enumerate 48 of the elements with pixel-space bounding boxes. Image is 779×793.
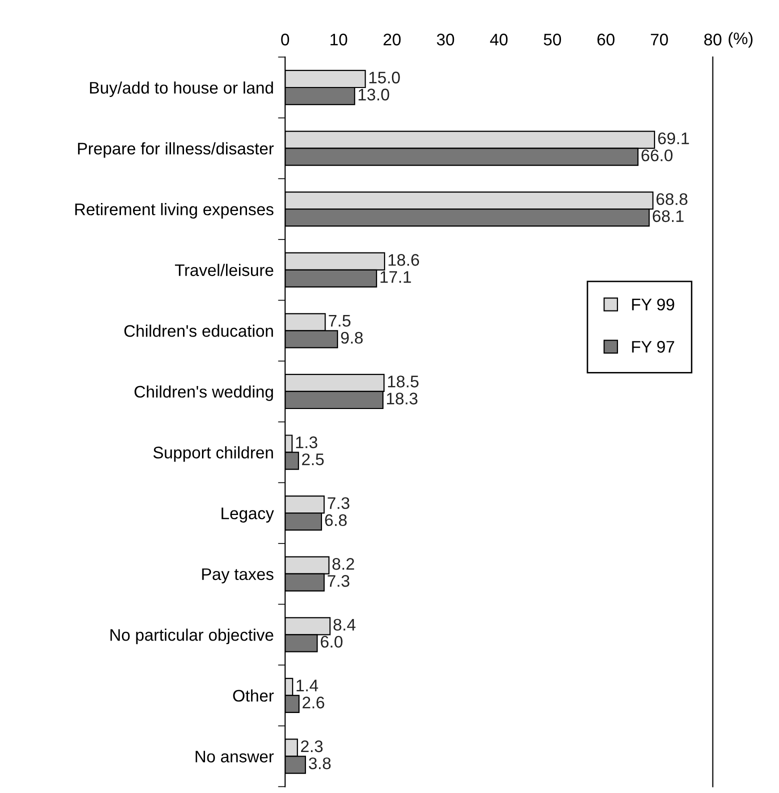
data-label: 18.5 — [388, 376, 419, 388]
legend-label: FY 97 — [632, 340, 674, 353]
x-tick-label: 20 — [384, 34, 401, 46]
data-label: 13.0 — [358, 88, 390, 100]
data-label: 3.8 — [308, 757, 331, 770]
data-label: 18.3 — [386, 392, 418, 404]
data-label: 7.3 — [328, 497, 350, 510]
data-label: 15.0 — [369, 72, 400, 84]
y-tick-label: Travel/leisure — [174, 264, 274, 276]
legend-label: FY 99 — [632, 298, 674, 310]
y-tick-label: Support children — [153, 446, 273, 462]
data-label: 68.8 — [656, 193, 688, 206]
y-tick-label: Buy/add to house or land — [90, 81, 273, 97]
x-tick-label: 0 — [281, 34, 290, 46]
data-label: 7.5 — [328, 315, 350, 327]
data-label: 8.2 — [332, 558, 354, 570]
data-label: 6.0 — [320, 636, 342, 648]
x-axis-title: (%) — [728, 32, 753, 48]
y-tick-label: Legacy — [222, 508, 274, 523]
data-label: 68.1 — [652, 210, 684, 222]
x-tick-label: 50 — [544, 34, 562, 46]
y-tick-label: Other — [233, 689, 274, 702]
y-tick-label: Children's wedding — [134, 385, 273, 401]
data-label: 2.3 — [301, 740, 323, 752]
data-label: 2.5 — [302, 453, 324, 466]
x-tick-label: 60 — [597, 34, 614, 46]
y-tick-label: Children's education — [124, 324, 273, 337]
data-label: 1.3 — [296, 436, 318, 448]
x-tick-label: 70 — [650, 34, 668, 46]
x-tick-label: 80 — [704, 34, 722, 46]
data-label: 69.1 — [658, 132, 689, 144]
y-tick-label: Prepare for illness/disaster — [78, 142, 274, 158]
x-tick-label: 30 — [436, 34, 454, 46]
data-label: 2.6 — [302, 696, 324, 708]
data-label: 8.4 — [334, 618, 356, 631]
x-tick-label: 40 — [490, 34, 508, 46]
data-label: 7.3 — [328, 575, 350, 587]
data-label: 1.4 — [296, 680, 318, 692]
y-tick-label: No particular objective — [110, 628, 274, 644]
data-label: 9.8 — [341, 332, 363, 344]
y-tick-label: Retirement living expenses — [75, 203, 274, 219]
data-label: 6.8 — [325, 514, 347, 526]
y-tick-label: No answer — [196, 750, 274, 762]
data-label: 66.0 — [642, 149, 673, 162]
x-tick-label: 10 — [330, 34, 348, 46]
data-label: 17.1 — [380, 271, 411, 283]
data-label: 18.6 — [388, 254, 420, 266]
y-tick-label: Pay taxes — [202, 568, 274, 584]
